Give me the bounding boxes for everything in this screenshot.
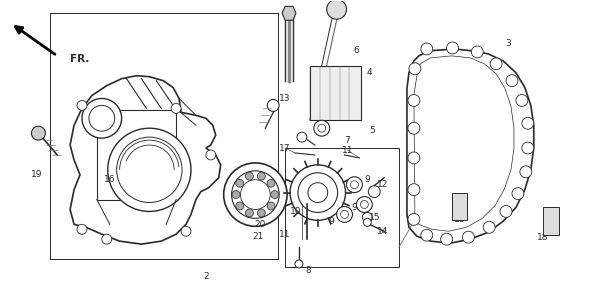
Text: 8: 8	[305, 266, 311, 275]
Text: 20: 20	[255, 220, 266, 229]
Circle shape	[490, 58, 502, 70]
Bar	[543, 207, 559, 235]
Circle shape	[271, 191, 278, 199]
Circle shape	[82, 98, 122, 138]
Bar	[285, 148, 399, 267]
Circle shape	[241, 180, 270, 209]
Circle shape	[520, 166, 532, 178]
Circle shape	[441, 233, 453, 245]
Circle shape	[506, 75, 518, 87]
Circle shape	[236, 179, 244, 187]
Circle shape	[408, 152, 420, 164]
Circle shape	[483, 221, 495, 233]
Text: 7: 7	[345, 135, 350, 144]
Circle shape	[356, 197, 372, 213]
Circle shape	[346, 177, 362, 193]
Bar	[310, 66, 362, 120]
Circle shape	[522, 142, 534, 154]
Text: 12: 12	[376, 180, 388, 189]
Circle shape	[522, 117, 534, 129]
Circle shape	[340, 210, 349, 218]
Text: 5: 5	[369, 126, 375, 135]
Circle shape	[350, 181, 358, 189]
Text: 18: 18	[454, 215, 466, 224]
Text: 10: 10	[290, 207, 301, 216]
Text: 4: 4	[366, 68, 372, 77]
Circle shape	[363, 218, 371, 226]
Text: 15: 15	[369, 213, 380, 222]
Text: 13: 13	[279, 94, 291, 103]
Circle shape	[232, 191, 240, 199]
Circle shape	[408, 95, 420, 107]
Bar	[50, 13, 278, 259]
Circle shape	[290, 165, 346, 220]
Text: 17: 17	[279, 144, 291, 153]
Text: 6: 6	[353, 46, 359, 55]
Circle shape	[368, 186, 380, 197]
Circle shape	[245, 172, 253, 180]
Circle shape	[298, 173, 337, 213]
Circle shape	[77, 101, 87, 110]
Circle shape	[360, 200, 368, 209]
Circle shape	[471, 46, 483, 58]
Circle shape	[31, 126, 45, 140]
Circle shape	[500, 206, 512, 217]
Circle shape	[463, 231, 474, 243]
Circle shape	[171, 104, 181, 113]
Circle shape	[257, 209, 266, 217]
Circle shape	[314, 120, 330, 136]
Bar	[451, 193, 467, 220]
Circle shape	[181, 226, 191, 236]
Text: 9: 9	[329, 217, 335, 226]
Text: 16: 16	[104, 175, 116, 184]
Circle shape	[245, 209, 253, 217]
Text: 9: 9	[352, 203, 358, 212]
Circle shape	[89, 105, 114, 131]
Circle shape	[408, 213, 420, 225]
Circle shape	[297, 132, 307, 142]
Text: 9: 9	[365, 175, 370, 184]
Text: 14: 14	[376, 227, 388, 236]
Circle shape	[77, 224, 87, 234]
Circle shape	[337, 206, 352, 222]
Circle shape	[224, 163, 287, 226]
Text: 11: 11	[279, 230, 291, 239]
Text: FR.: FR.	[70, 54, 90, 64]
Circle shape	[257, 172, 266, 180]
Polygon shape	[282, 6, 296, 20]
Circle shape	[408, 122, 420, 134]
Circle shape	[308, 183, 327, 203]
Circle shape	[108, 128, 191, 211]
Circle shape	[421, 229, 432, 241]
Circle shape	[267, 179, 275, 187]
Circle shape	[206, 150, 216, 160]
Circle shape	[267, 99, 279, 111]
Circle shape	[295, 260, 303, 268]
Text: 3: 3	[505, 39, 511, 48]
Circle shape	[447, 42, 458, 54]
Circle shape	[327, 0, 346, 19]
Circle shape	[516, 95, 528, 107]
Circle shape	[102, 234, 112, 244]
Circle shape	[421, 43, 432, 55]
Circle shape	[408, 184, 420, 196]
Circle shape	[512, 188, 524, 200]
Text: 11: 11	[342, 145, 353, 154]
Circle shape	[232, 171, 279, 218]
Circle shape	[236, 202, 244, 210]
Text: 2: 2	[203, 272, 209, 281]
Circle shape	[117, 137, 182, 203]
Circle shape	[362, 213, 372, 222]
Circle shape	[409, 63, 421, 75]
Circle shape	[267, 202, 275, 210]
Text: 21: 21	[253, 232, 264, 241]
Text: 19: 19	[31, 170, 42, 179]
Circle shape	[318, 124, 326, 132]
Text: 18: 18	[537, 233, 549, 242]
